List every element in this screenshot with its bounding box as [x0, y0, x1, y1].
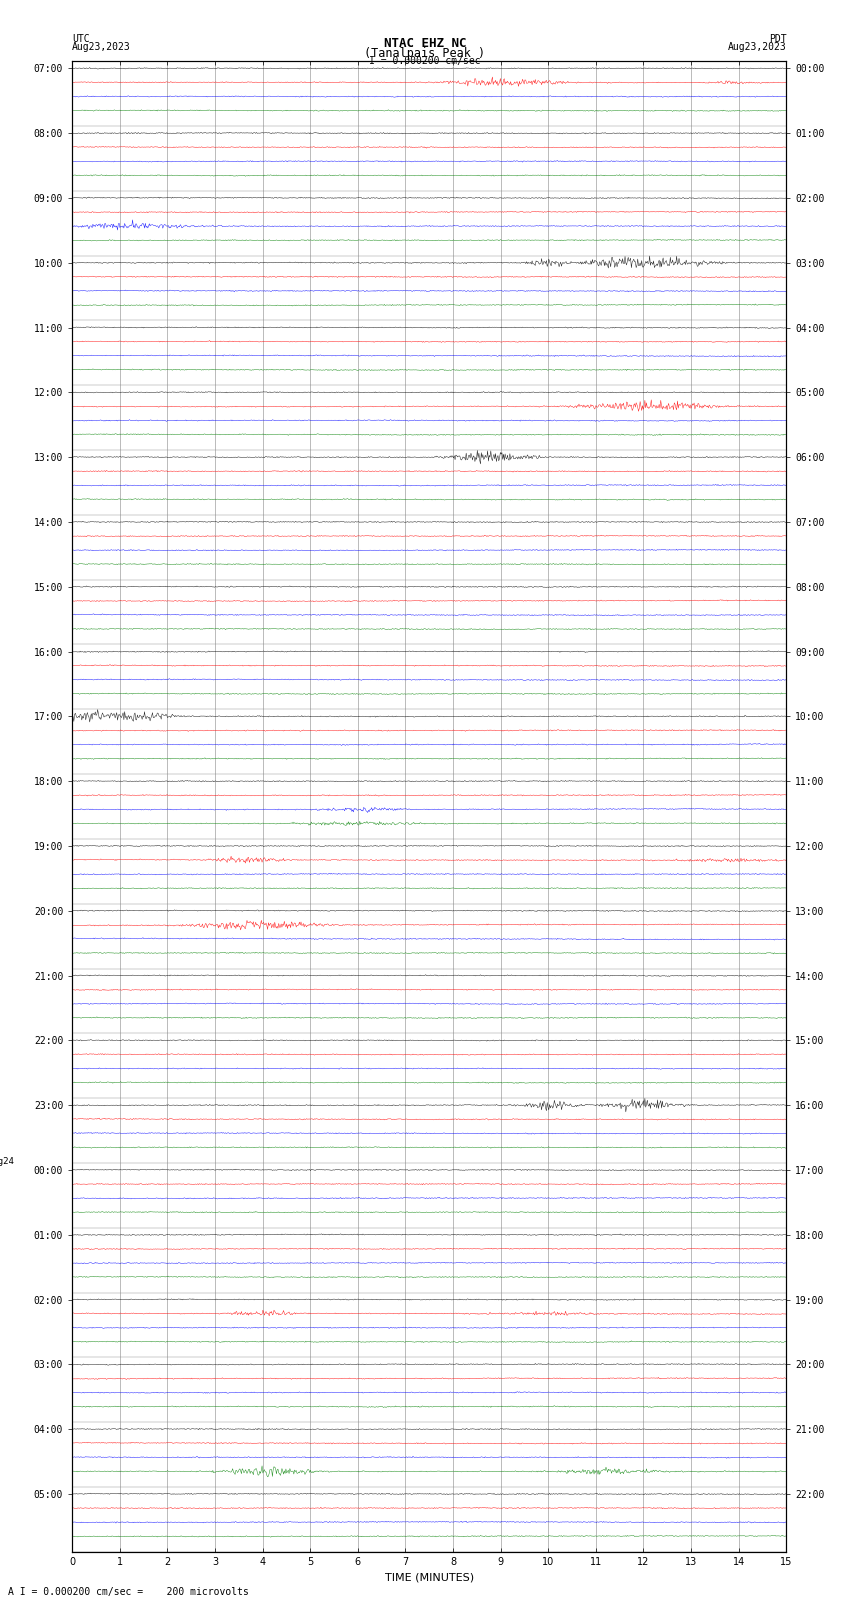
- Text: A I = 0.000200 cm/sec =    200 microvolts: A I = 0.000200 cm/sec = 200 microvolts: [8, 1587, 249, 1597]
- Text: NTAC EHZ NC: NTAC EHZ NC: [383, 37, 467, 50]
- Text: PDT: PDT: [768, 34, 786, 44]
- Text: Aug23,2023: Aug23,2023: [728, 42, 786, 52]
- Text: Aug23,2023: Aug23,2023: [72, 42, 131, 52]
- Text: UTC: UTC: [72, 34, 90, 44]
- X-axis label: TIME (MINUTES): TIME (MINUTES): [385, 1573, 473, 1582]
- Text: (Tanalpais Peak ): (Tanalpais Peak ): [365, 47, 485, 60]
- Text: Aug24: Aug24: [0, 1157, 15, 1166]
- Text: I = 0.000200 cm/sec: I = 0.000200 cm/sec: [369, 56, 481, 66]
